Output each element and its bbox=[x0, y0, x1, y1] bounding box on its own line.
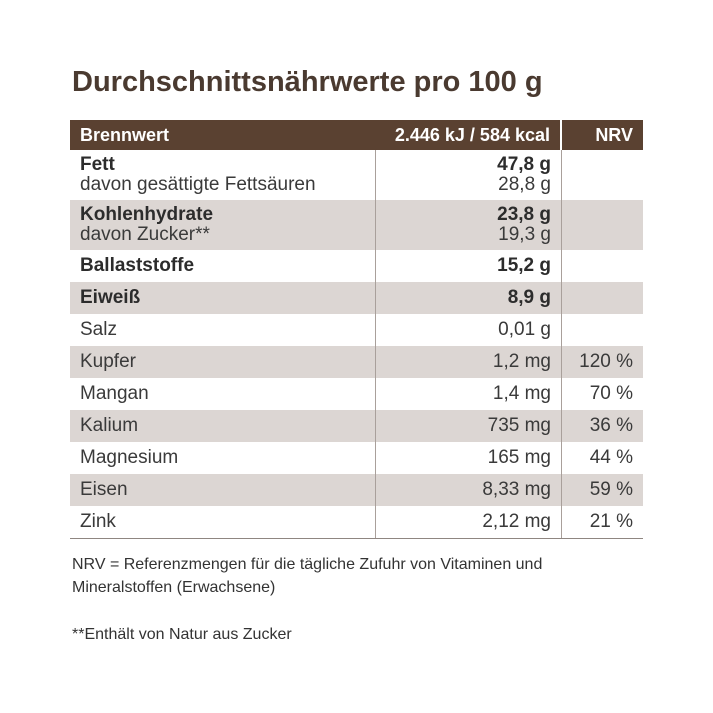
nutrient-label: Magnesium bbox=[80, 447, 179, 468]
nrv-value: 44 % bbox=[589, 447, 633, 468]
nutrient-value: 165 mg bbox=[487, 447, 551, 468]
value-cell: 8,33 mg bbox=[375, 474, 562, 506]
nutrient-label: Eisen bbox=[80, 479, 128, 500]
nutrient-value: 2,12 mg bbox=[482, 511, 551, 532]
table-row: Kalium 735 mg 36 % bbox=[70, 410, 643, 442]
label-cell: Magnesium bbox=[70, 442, 375, 474]
nutrient-value: 1,4 mg bbox=[492, 383, 551, 404]
nutrient-label: Ballaststoffe bbox=[80, 255, 195, 276]
label-cell: Eisen bbox=[70, 474, 375, 506]
value-cell: 47,8 g 28,8 g bbox=[375, 150, 562, 200]
nrv-cell bbox=[562, 250, 643, 282]
value-cell: 1,2 mg bbox=[375, 346, 562, 378]
table-row: Kohlenhydrate davon Zucker** 23,8 g 19,3 g bbox=[70, 200, 643, 250]
value-cell: 8,9 g bbox=[375, 282, 562, 314]
nrv-value: 120 % bbox=[579, 351, 633, 372]
nrv-cell bbox=[562, 282, 643, 314]
table-row: Eiweiß 8,9 g bbox=[70, 282, 643, 314]
label-cell: Ballaststoffe bbox=[70, 250, 375, 282]
table-row: Eisen 8,33 mg 59 % bbox=[70, 474, 643, 506]
nutrient-label: Eiweiß bbox=[80, 287, 141, 308]
nrv-cell: 44 % bbox=[562, 442, 643, 474]
label-cell: Kohlenhydrate davon Zucker** bbox=[70, 200, 375, 250]
nrv-cell bbox=[562, 150, 643, 200]
nrv-value: 70 % bbox=[589, 383, 633, 404]
nutrient-label: Kupfer bbox=[80, 351, 136, 372]
nutrient-value: 8,9 g bbox=[507, 287, 551, 308]
label-cell: Zink bbox=[70, 506, 375, 538]
header-row: Brennwert 2.446 kJ / 584 kcal NRV bbox=[70, 120, 643, 150]
nrv-cell bbox=[562, 314, 643, 346]
value-cell: 15,2 g bbox=[375, 250, 562, 282]
title: Durchschnittsnährwerte pro 100 g bbox=[72, 66, 543, 98]
nrv-cell: 21 % bbox=[562, 506, 643, 538]
nutrient-value: 15,2 g bbox=[497, 255, 551, 276]
label-cell: Kalium bbox=[70, 410, 375, 442]
header-cell: NRV bbox=[595, 124, 633, 145]
nutrient-value: 47,8 g bbox=[497, 154, 551, 175]
table-row: Ballaststoffe 15,2 g bbox=[70, 250, 643, 282]
nutrient-label: Kalium bbox=[80, 415, 139, 436]
nutrient-value: 735 mg bbox=[487, 415, 551, 436]
nutrient-value: 0,01 g bbox=[498, 319, 551, 340]
nrv-cell: 120 % bbox=[562, 346, 643, 378]
label-cell: Eiweiß bbox=[70, 282, 375, 314]
table-row: Kupfer 1,2 mg 120 % bbox=[70, 346, 643, 378]
nutrient-label: Salz bbox=[80, 319, 117, 340]
nrv-value: 21 % bbox=[589, 511, 633, 532]
table-row: Fett davon gesättigte Fettsäuren 47,8 g 28,… bbox=[70, 150, 643, 200]
value-cell: 23,8 g 19,3 g bbox=[375, 200, 562, 250]
nrv-cell bbox=[562, 200, 643, 250]
nrv-value: 59 % bbox=[589, 479, 633, 500]
table-row: Zink 2,12 mg 21 % bbox=[70, 506, 643, 539]
nutrient-label: Zink bbox=[80, 511, 116, 532]
footnote: NRV = Referenzmengen für die tägliche Zu… bbox=[72, 556, 543, 596]
value-cell: 2,12 mg bbox=[375, 506, 562, 538]
nrv-cell: 70 % bbox=[562, 378, 643, 410]
label-cell: Fett davon gesättigte Fettsäuren bbox=[70, 150, 375, 200]
nutrient-value: 23,8 g bbox=[497, 204, 551, 225]
nutrient-label: Fett bbox=[80, 154, 115, 175]
footnote: **Enthält von Natur aus Zucker bbox=[72, 626, 292, 643]
nutrient-label: Kohlenhydrate bbox=[80, 204, 214, 225]
sub-value: 28,8 g bbox=[498, 174, 551, 195]
header-cell: 2.446 kJ / 584 kcal bbox=[375, 120, 562, 150]
label-cell: Mangan bbox=[70, 378, 375, 410]
table-row: Salz 0,01 g bbox=[70, 314, 643, 346]
table-row: Magnesium 165 mg 44 % bbox=[70, 442, 643, 474]
label-cell: Kupfer bbox=[70, 346, 375, 378]
table-row: Mangan 1,4 mg 70 % bbox=[70, 378, 643, 410]
nrv-cell: 36 % bbox=[562, 410, 643, 442]
nutrition-table: Brennwert 2.446 kJ / 584 kcal NRV Fett da… bbox=[70, 120, 643, 539]
label-cell: Salz bbox=[70, 314, 375, 346]
value-cell: 735 mg bbox=[375, 410, 562, 442]
header-cell: Brennwert bbox=[80, 124, 170, 145]
sub-label: davon gesättigte Fettsäuren bbox=[80, 174, 316, 195]
nutrient-value: 8,33 mg bbox=[482, 479, 551, 500]
sub-value: 19,3 g bbox=[498, 224, 551, 245]
value-cell: 165 mg bbox=[375, 442, 562, 474]
nutrient-value: 1,2 mg bbox=[492, 351, 551, 372]
table-body: Fett davon gesättigte Fettsäuren 47,8 g 28,… bbox=[70, 150, 643, 539]
nrv-value: 36 % bbox=[589, 415, 633, 436]
sub-label: davon Zucker** bbox=[80, 224, 210, 245]
nrv-cell: 59 % bbox=[562, 474, 643, 506]
value-cell: 1,4 mg bbox=[375, 378, 562, 410]
value-cell: 0,01 g bbox=[375, 314, 562, 346]
nutrient-label: Mangan bbox=[80, 383, 149, 404]
